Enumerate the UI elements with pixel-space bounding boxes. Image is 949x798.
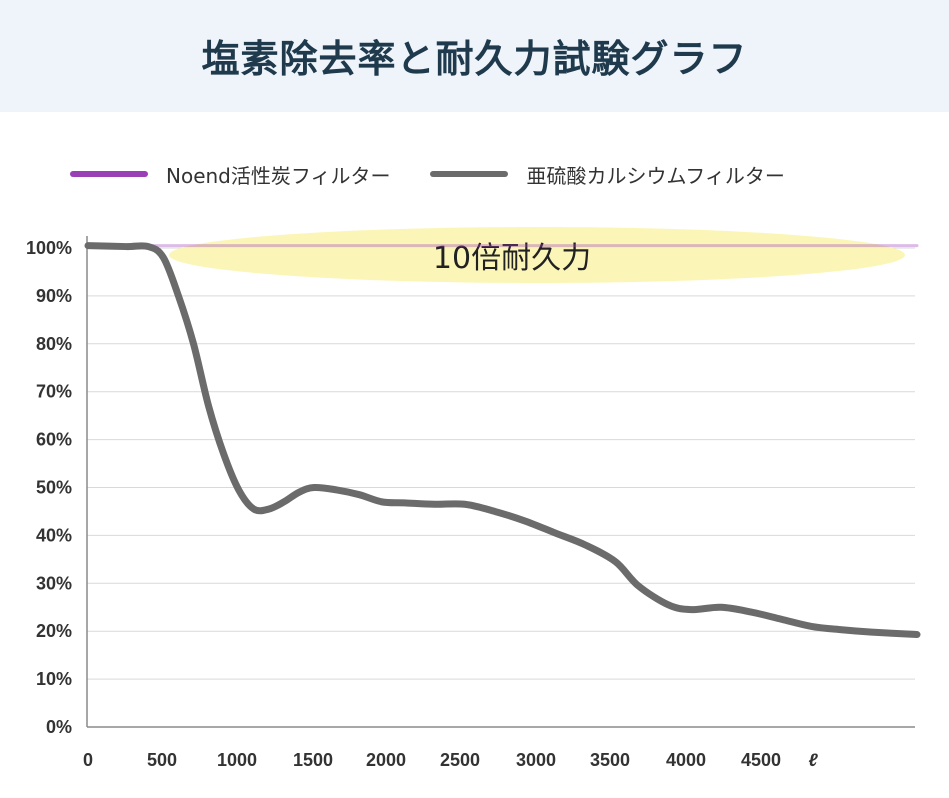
y-tick-label: 70% xyxy=(36,382,72,402)
x-tick-label: 3500 xyxy=(590,750,630,770)
x-tick-label: 2500 xyxy=(440,750,480,770)
x-tick-label: 4000 xyxy=(666,750,706,770)
y-tick-label: 100% xyxy=(26,238,72,258)
y-tick-label: 10% xyxy=(36,669,72,689)
legend-swatch-noend xyxy=(70,171,148,177)
y-tick-label: 60% xyxy=(36,430,72,450)
y-tick-label: 40% xyxy=(36,525,72,545)
x-tick-label: 1500 xyxy=(293,750,333,770)
annotation-highlight xyxy=(169,227,905,283)
x-tick-label: 4500 xyxy=(741,750,781,770)
legend-item-noend: Noend活性炭フィルター xyxy=(70,160,390,189)
y-tick-label: 30% xyxy=(36,573,72,593)
chart-card xyxy=(0,112,949,798)
series-line-calcium xyxy=(84,242,921,639)
chart-legend: Noend活性炭フィルター 亜硫酸カルシウムフィルター xyxy=(70,160,825,188)
header-banner: 塩素除去率と耐久力試験グラフ xyxy=(0,0,949,112)
x-tick-label: 1000 xyxy=(217,750,257,770)
legend-swatch-calcium xyxy=(430,171,509,177)
y-tick-label: 80% xyxy=(36,334,72,354)
legend-label-calcium: 亜硫酸カルシウムフィルター xyxy=(526,163,785,188)
x-tick-label: 500 xyxy=(147,750,177,770)
x-tick-label: 2000 xyxy=(366,750,406,770)
y-tick-label: 0% xyxy=(46,717,72,737)
legend-item-calcium: 亜硫酸カルシウムフィルター xyxy=(430,160,785,189)
annotation-label: 10倍耐久力 xyxy=(433,241,591,276)
y-tick-label: 90% xyxy=(36,286,72,306)
x-unit-label: ℓ xyxy=(808,750,818,770)
y-tick-label: 20% xyxy=(36,621,72,641)
x-tick-label: 0 xyxy=(83,750,93,770)
x-tick-label: 3000 xyxy=(516,750,556,770)
y-tick-label: 50% xyxy=(36,478,72,498)
legend-label-noend: Noend活性炭フィルター xyxy=(166,163,391,188)
page-title: 塩素除去率と耐久力試験グラフ xyxy=(201,37,748,81)
